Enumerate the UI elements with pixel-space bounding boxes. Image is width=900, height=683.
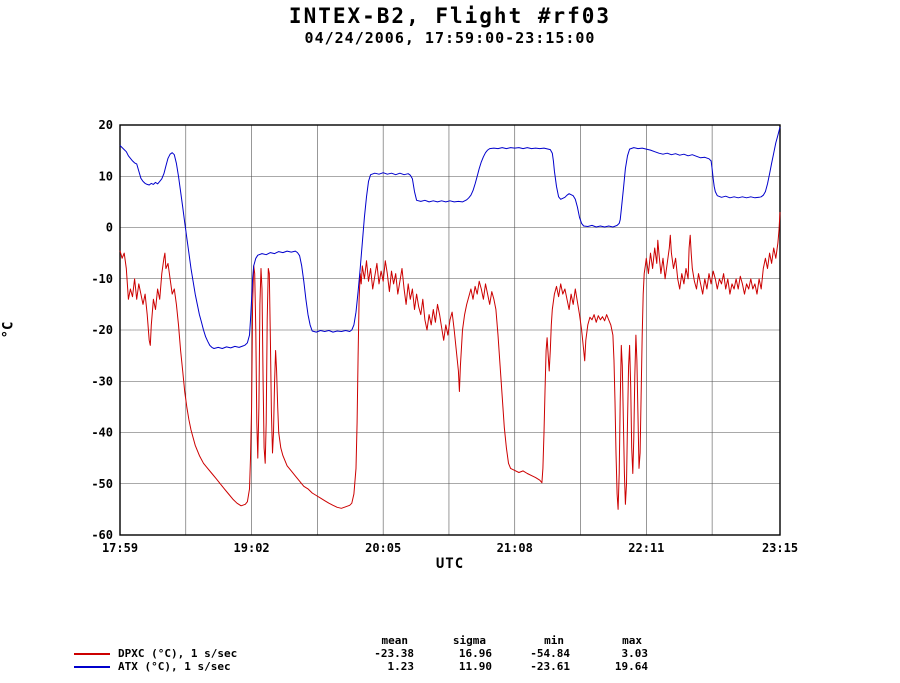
y-tick-label: 10: [99, 169, 113, 183]
legend-stat-value: 19.64: [614, 660, 648, 673]
y-tick-label: 20: [99, 118, 113, 132]
y-tick-label: -20: [91, 323, 113, 337]
legend: mean sigma min max DPXC (°C), 1 s/sec -23.38 1…: [72, 634, 648, 673]
x-axis-label: UTC: [435, 556, 465, 572]
plot-subtitle: 04/24/2006, 17:59:00-23:15:00: [304, 29, 596, 47]
legend-stat-value: -23.38: [374, 647, 414, 660]
legend-header: mean: [381, 634, 409, 647]
legend-label-spacer: [118, 634, 336, 647]
legend-swatch: [72, 660, 118, 673]
y-tick-label: -30: [91, 374, 113, 388]
legend-stat-value: 11.90: [458, 660, 492, 673]
legend-header: sigma: [452, 634, 486, 647]
legend-swatch: [72, 647, 118, 660]
legend-stat-value: 3.03: [621, 647, 649, 660]
x-tick-label: 22:11: [628, 541, 664, 555]
legend-stat-value: 1.23: [387, 660, 415, 673]
y-tick-label: -10: [91, 272, 113, 286]
y-tick-label: -50: [91, 477, 113, 491]
x-tick-label: 21:08: [497, 541, 533, 555]
legend-swatch-line: [74, 666, 110, 668]
y-tick-label: -40: [91, 426, 113, 440]
x-tick-label: 17:59: [102, 541, 138, 555]
legend-stat-value: -23.61: [530, 660, 570, 673]
legend-row: ATX (°C), 1 s/sec 1.23 11.90 -23.61 19.64: [72, 660, 648, 673]
legend-header: min: [544, 634, 564, 647]
series-line: [119, 126, 781, 349]
legend-swatch-spacer: [72, 634, 118, 647]
plot-title: INTEX-B2, Flight #rf03: [288, 4, 612, 28]
legend-header: max: [622, 634, 642, 647]
series-line: [119, 212, 781, 510]
x-tick-label: 20:05: [365, 541, 401, 555]
legend-swatch-line: [74, 653, 110, 655]
legend-stat-value: -54.84: [530, 647, 570, 660]
x-tick-label: 23:15: [762, 541, 798, 555]
legend-series-label: ATX (°C), 1 s/sec: [118, 660, 231, 673]
y-tick-label: 0: [106, 221, 113, 235]
legend-row: DPXC (°C), 1 s/sec -23.38 16.96 -54.84 3.03: [72, 647, 648, 660]
plot-frame: [119, 124, 781, 536]
legend-stat-value: 16.96: [458, 647, 492, 660]
legend-header-row: mean sigma min max: [72, 634, 648, 647]
y-tick-label: -60: [91, 528, 113, 542]
legend-series-label: DPXC (°C), 1 s/sec: [118, 647, 238, 660]
x-tick-label: 19:02: [234, 541, 270, 555]
